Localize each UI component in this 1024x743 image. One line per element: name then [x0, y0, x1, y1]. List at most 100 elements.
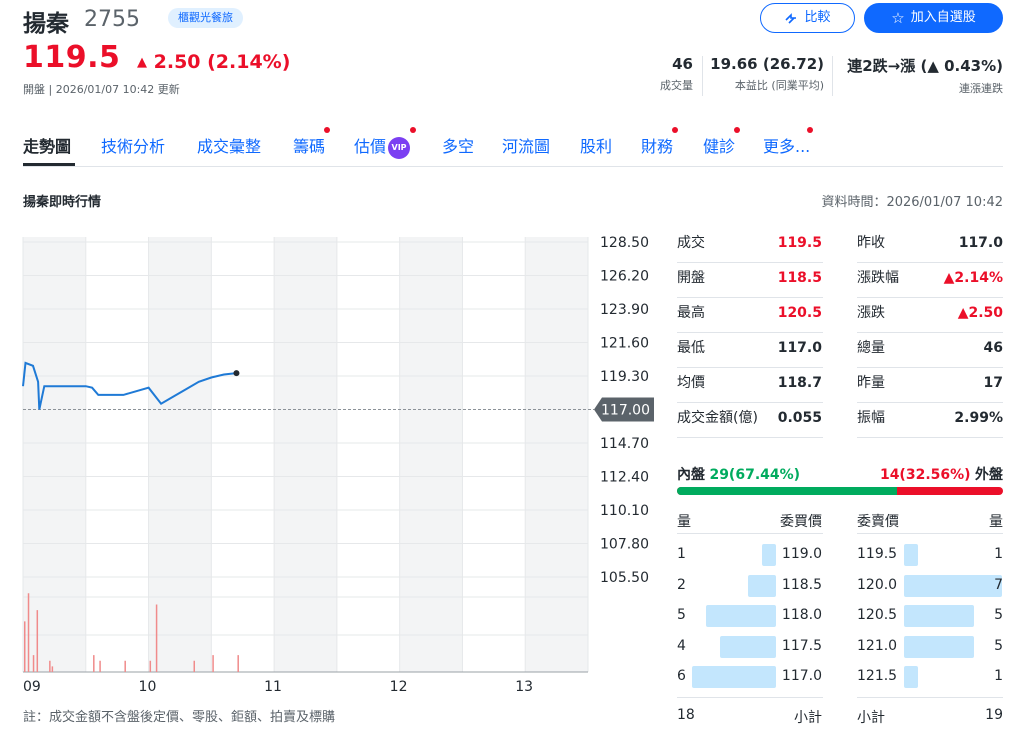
tab-river[interactable]: 河流圖 — [502, 137, 551, 156]
tab-valuation-label: 估價 — [354, 137, 387, 156]
tab-trades[interactable]: 成交彙整 — [197, 137, 262, 156]
stock-code: 2755 — [84, 7, 140, 32]
y-tick-label: 110.10 — [600, 503, 649, 519]
ask-price: 119.5 — [857, 546, 898, 562]
last-price-dot — [233, 370, 240, 377]
divider — [677, 262, 823, 263]
bid-volume-bar — [706, 605, 776, 627]
outer-value: 14(32.56%) — [879, 467, 971, 483]
x-tick-label: 11 — [264, 679, 282, 695]
compare-label: 比較 — [804, 10, 831, 25]
quote-label: 成交金額(億) — [677, 410, 758, 426]
divider — [677, 332, 823, 333]
add-watchlist-label: 加入自選股 — [910, 10, 976, 25]
ask-price: 120.0 — [857, 576, 898, 593]
x-tick-label: 12 — [390, 679, 408, 695]
divider — [857, 697, 1003, 698]
volume-bar — [93, 655, 95, 672]
quote-value: 118.5 — [777, 270, 822, 286]
market-status: 開盤 | 2026/01/07 10:42 更新 — [23, 83, 180, 96]
ask-subtotal-label: 小計 — [857, 710, 885, 726]
inner-label: 內盤 — [677, 467, 705, 483]
quote-value: 46 — [983, 340, 1003, 356]
chart-band — [525, 237, 588, 672]
bid-volume-bar — [762, 544, 776, 566]
quote-value: 118.7 — [777, 375, 822, 391]
quote-value: 119.5 — [777, 235, 822, 251]
stat-pe-value: 19.66 (26.72) — [710, 55, 824, 73]
tab-bar: 走勢圖 技術分析 成交彙整 籌碼 估價 VIP 多空 河流圖 股利 財務 健診 更… — [0, 122, 1024, 168]
tab-trend[interactable]: 走勢圖 — [23, 137, 72, 156]
outer-volume: 14(32.56%) 外盤 — [880, 464, 1003, 484]
quote-row: 最低 117.0 總量 46 — [677, 333, 1003, 368]
divider — [857, 402, 1003, 403]
x-tick-label: 09 — [23, 679, 41, 695]
divider — [857, 332, 1003, 333]
tab-financials[interactable]: 財務 — [641, 137, 674, 156]
ask-qty: 5 — [994, 637, 1003, 654]
divider — [702, 56, 703, 96]
tab-chips[interactable]: 籌碼 — [293, 137, 326, 156]
divider — [857, 437, 1003, 438]
notification-dot — [672, 127, 678, 133]
divider — [677, 533, 823, 534]
chart-band — [148, 237, 212, 672]
quote-value: 2.99% — [954, 410, 1003, 426]
compare-button[interactable]: 比較 — [760, 3, 855, 33]
volume-bar — [193, 660, 195, 672]
ask-volume-bar — [904, 666, 918, 688]
divider — [677, 367, 823, 368]
y-tick-label: 121.60 — [600, 336, 649, 352]
quote-label: 最低 — [677, 340, 705, 356]
volume-bar — [237, 655, 239, 672]
bid-subtotal-label: 小計 — [794, 710, 822, 726]
ob-header-ask-price: 委賣價 — [857, 514, 899, 530]
add-watchlist-button[interactable]: ☆ 加入自選股 — [864, 3, 1003, 33]
industry-tag[interactable]: 櫃觀光餐旅 — [168, 8, 243, 28]
quote-label: 均價 — [677, 375, 705, 391]
quote-row: 最高 120.5 漲跌 ▲2.50 — [677, 298, 1003, 333]
volume-bar — [99, 660, 101, 672]
tab-technical[interactable]: 技術分析 — [101, 137, 166, 156]
ask-price: 121.5 — [857, 668, 898, 684]
ask-qty: 7 — [994, 576, 1003, 593]
bid-volume-bar — [748, 574, 776, 597]
tab-long-short[interactable]: 多空 — [442, 137, 475, 156]
ask-volume-bar — [904, 635, 974, 658]
footnote: 註：成交金額不含盤後定價、零股、鉅額、拍賣及標購 — [23, 710, 336, 725]
y-tick-label: 123.90 — [600, 302, 649, 318]
bid-total: 18 — [677, 707, 695, 723]
price-line — [22, 361, 237, 410]
volume-bar — [27, 593, 30, 672]
y-tick-label: 128.50 — [600, 235, 649, 251]
quote-label: 最高 — [677, 305, 705, 321]
y-tick-label: 112.40 — [600, 470, 649, 486]
ask-volume-bar — [904, 544, 918, 566]
chart-band — [274, 237, 337, 672]
bid-price: 117.5 — [781, 637, 822, 654]
stat-pe: 19.66 (26.72) 本益比 (同業平均) — [710, 55, 824, 93]
tab-divider — [23, 166, 1003, 167]
intraday-chart[interactable]: 128.50 126.20 123.90 121.60 119.30 114.70 112.… — [0, 225, 665, 700]
ask-qty: 5 — [994, 607, 1003, 623]
stat-streak: 連2跌→漲 (▲ 0.43%) 連漲連跌 — [847, 55, 1003, 96]
quote-value: 120.5 — [777, 305, 822, 321]
bid-qty: 2 — [677, 576, 686, 593]
tab-more[interactable]: 更多... — [763, 137, 811, 156]
chart-band — [23, 237, 86, 672]
bid-volume-bar — [692, 666, 776, 688]
stat-volume: 46 成交量 — [660, 55, 693, 93]
price-change-value: 2.50 (2.14%) — [153, 51, 291, 73]
tab-health[interactable]: 健診 — [703, 137, 736, 156]
quote-row: 成交金額(億) 0.055 振幅 2.99% — [677, 403, 1003, 438]
tab-valuation[interactable]: 估價 VIP — [354, 133, 411, 159]
up-arrow-icon: ▲ — [137, 55, 147, 70]
inner-value: 29(67.44%) — [709, 467, 801, 483]
quote-label: 成交 — [677, 235, 705, 251]
tab-dividend[interactable]: 股利 — [580, 137, 613, 156]
quote-label: 漲跌幅 — [857, 270, 899, 286]
x-tick-label: 13 — [515, 679, 533, 695]
ask-qty: 1 — [994, 546, 1003, 562]
volume-bar — [36, 610, 39, 672]
volume-bar — [212, 655, 214, 672]
